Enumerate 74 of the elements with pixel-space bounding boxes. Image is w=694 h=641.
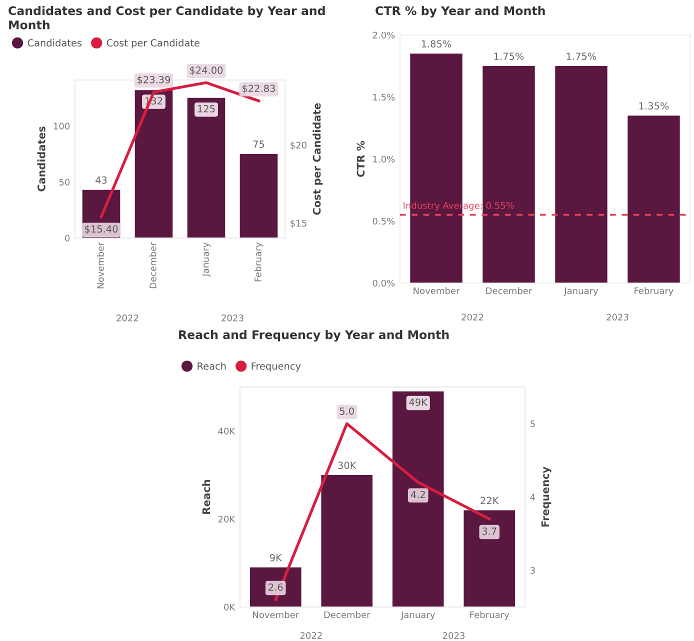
- y2-tick-label: 5: [530, 420, 535, 428]
- bar: [392, 391, 444, 607]
- x-tick-label: February: [254, 242, 264, 282]
- data-label: 2.6: [268, 583, 283, 591]
- bar: [321, 475, 373, 607]
- x-tick-label: November: [414, 287, 460, 294]
- y2-axis-title: Cost per Candidate: [312, 103, 323, 215]
- y2-tick-label: 3: [530, 567, 535, 574]
- data-label: 75: [253, 140, 264, 148]
- data-label: 1.75%: [566, 52, 596, 60]
- y-tick-label: 0: [64, 234, 70, 242]
- y-tick-label: 0.0%: [372, 280, 395, 287]
- data-label: 9K: [270, 554, 282, 562]
- x-tick-label: November: [253, 611, 300, 618]
- x-tick-label: January: [400, 611, 435, 620]
- y2-tick-label: $20: [290, 142, 306, 150]
- y-tick-label: 20K: [218, 516, 236, 523]
- data-label: 30K: [338, 462, 356, 469]
- data-label: $15.40: [85, 225, 118, 234]
- x-tick-label: January: [202, 242, 211, 277]
- chart-title: Candidates and Cost per Candidate by Year and Month: [8, 6, 325, 30]
- data-label: 1.35%: [639, 102, 669, 110]
- y-axis-title: Candidates: [37, 126, 46, 192]
- y-tick-label: 1.5%: [373, 94, 395, 101]
- bar: [464, 510, 516, 607]
- text: 2023: [606, 314, 628, 321]
- chart-title: CTR % by Year and Month: [376, 6, 545, 18]
- text: 2022: [300, 632, 322, 639]
- x-tick-label: December: [149, 242, 156, 288]
- data-label: 3.7: [482, 528, 496, 535]
- data-label: 125: [198, 105, 215, 112]
- data-label: 5.0: [340, 407, 354, 415]
- data-label: 43: [96, 176, 107, 184]
- y2-tick-label: $15: [290, 220, 306, 228]
- data-label: $22.83: [242, 84, 275, 94]
- x-tick-label: February: [470, 611, 510, 620]
- y2-tick-label: 4: [530, 494, 536, 500]
- data-label: 22K: [480, 496, 499, 504]
- bar: [482, 66, 535, 283]
- chart-title: Reach and Frequency by Year and Month: [179, 330, 449, 342]
- y-tick-label: 100: [54, 122, 70, 130]
- y-tick-label: 40K: [218, 428, 236, 435]
- text: 2022: [116, 314, 138, 322]
- x-tick-label: November: [96, 242, 104, 288]
- text: 2023: [222, 314, 244, 322]
- bar: [628, 116, 680, 283]
- legend-label: Candidates: [28, 38, 82, 47]
- y-axis-title: CTR %: [356, 140, 365, 177]
- data-label: $23.39: [138, 76, 170, 85]
- y2-axis-title: Frequency: [541, 466, 552, 527]
- data-label: 1.85%: [422, 40, 452, 48]
- legend-label: Cost per Candidate: [106, 38, 200, 48]
- y-tick-label: 0.5%: [372, 218, 395, 225]
- y-axis-title: Reach: [202, 480, 210, 514]
- x-tick-label: December: [324, 611, 370, 618]
- x-tick-label: February: [634, 287, 674, 296]
- y-tick-label: 50: [59, 178, 70, 186]
- data-label: 4.2: [410, 490, 425, 498]
- x-tick-label: January: [564, 287, 598, 296]
- text: 2022: [462, 314, 484, 321]
- y-tick-label: 2.0%: [372, 32, 395, 39]
- data-label: $24.00: [190, 66, 223, 76]
- legend-label: Reach: [198, 362, 226, 370]
- y-tick-label: 0K: [224, 604, 236, 611]
- data-label: 49K: [409, 398, 428, 406]
- bar: [555, 66, 608, 283]
- legend-label: Frequency: [252, 362, 301, 372]
- bar: [240, 154, 278, 238]
- x-tick-label: December: [486, 287, 532, 294]
- y-tick-label: 1.0%: [373, 156, 395, 163]
- text: 2023: [442, 632, 465, 639]
- bar: [187, 98, 226, 238]
- bar: [134, 90, 173, 238]
- data-label: 1.75%: [494, 52, 524, 60]
